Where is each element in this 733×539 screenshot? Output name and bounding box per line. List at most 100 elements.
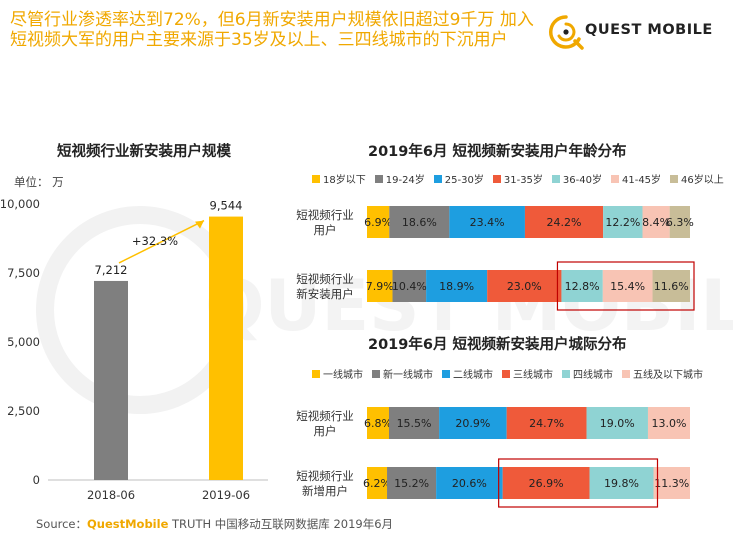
legend-item: 五线及以下城市 xyxy=(622,366,703,381)
legend-swatch xyxy=(312,174,320,183)
legend-swatch xyxy=(562,369,570,378)
segment-25-30岁 xyxy=(449,206,525,238)
left-chart-title: 短视频行业新安装用户规模 xyxy=(57,144,231,160)
bar-2018-06 xyxy=(94,280,128,480)
segment-18岁以下 xyxy=(367,206,390,238)
category-label: 新增用户 xyxy=(302,484,348,498)
source-note: Source：QuestMobile TRUTH 中国移动互联网数据库 2019… xyxy=(36,516,393,532)
legend-item: 31-35岁 xyxy=(492,171,543,186)
legend-swatch xyxy=(492,174,501,183)
city-chart-title: 2019年6月 短视频新安装用户城际分布 xyxy=(368,337,627,353)
growth-arrow-head-icon xyxy=(195,220,204,229)
segment-19-24岁 xyxy=(389,206,450,238)
source-brand: QuestMobile xyxy=(87,517,169,531)
legend-label: 四线城市 xyxy=(573,370,613,381)
segment-value-label: 24.7% xyxy=(529,417,564,430)
segment-value-label: 23.4% xyxy=(470,216,505,229)
bar-value-label: 7,212 xyxy=(95,263,128,277)
legend-swatch xyxy=(502,369,510,378)
legend-label: 19-24岁 xyxy=(385,175,425,186)
segment-value-label: 18.9% xyxy=(439,280,474,293)
legend-swatch xyxy=(442,369,450,378)
legend-label: 46岁以上 xyxy=(681,175,724,186)
growth-arrow xyxy=(118,219,205,264)
legend-label: 25-30岁 xyxy=(444,175,484,186)
segment-三线城市 xyxy=(506,407,587,439)
segment-二线城市 xyxy=(439,407,507,439)
questmobile-logo-icon xyxy=(549,15,584,50)
legend-item: 46岁以上 xyxy=(670,171,724,186)
highlight-box xyxy=(556,261,695,311)
bar-value-label: 9,544 xyxy=(210,199,243,213)
legend-label: 新一线城市 xyxy=(383,370,433,381)
legend-swatch xyxy=(670,174,679,183)
category-label: 新安装用户 xyxy=(296,287,354,301)
segment-value-label: 6.9% xyxy=(364,216,392,229)
legend-swatch xyxy=(433,174,442,183)
left-chart: 0 2,500 5,000 7,500 10,000 7,212 2018-06 9,544 2… xyxy=(0,197,268,502)
segment-18岁以下 xyxy=(367,270,393,302)
age-chart-title: 2019年6月 短视频新安装用户年龄分布 xyxy=(368,144,627,160)
bar-2019-06 xyxy=(209,216,243,480)
segment-value-label: 8.4% xyxy=(642,216,670,229)
segment-value-label: 11.3% xyxy=(654,477,689,490)
segment-value-label: 13.0% xyxy=(652,417,687,430)
segment-value-label: 20.9% xyxy=(455,417,490,430)
category-label: 短视频行业 xyxy=(296,409,354,423)
legend-label: 五线及以下城市 xyxy=(633,370,703,381)
segment-46岁以上 xyxy=(652,270,690,302)
segment-value-label: 20.6% xyxy=(452,477,487,490)
legend-item: 一线城市 xyxy=(312,366,363,381)
category-label: 短视频行业 xyxy=(296,469,354,483)
legend-item: 18岁以下 xyxy=(312,171,366,186)
legend-label: 二线城市 xyxy=(453,370,493,381)
segment-value-label: 19.8% xyxy=(604,477,639,490)
segment-value-label: 7.9% xyxy=(366,280,394,293)
segment-46岁以上 xyxy=(669,206,690,238)
legend-item: 19-24岁 xyxy=(374,171,425,186)
y-tick-label: 5,000 xyxy=(7,335,40,349)
segment-value-label: 15.4% xyxy=(610,280,645,293)
legend-swatch xyxy=(551,174,560,183)
growth-annotation: +32.3% xyxy=(132,234,178,248)
segment-25-30岁 xyxy=(426,270,488,302)
headline: 尽管行业渗透率达到72%，但6月新安装用户规模依旧超过9千万 加入短视频大军的用… xyxy=(10,10,534,50)
legend-item: 三线城市 xyxy=(502,366,553,381)
segment-四线城市 xyxy=(586,407,648,439)
category-label: 用户 xyxy=(314,223,337,237)
category-label: 短视频行业 xyxy=(296,272,354,286)
category-label: 用户 xyxy=(314,424,337,438)
y-tick-label: 7,500 xyxy=(7,266,40,280)
legend-swatch xyxy=(374,174,383,183)
unit-label: 单位： 万 xyxy=(14,175,64,189)
segment-value-label: 10.4% xyxy=(392,280,427,293)
segment-value-label: 18.6% xyxy=(402,216,437,229)
segment-36-40岁 xyxy=(603,206,643,238)
segment-value-label: 12.2% xyxy=(605,216,640,229)
segment-41-45岁 xyxy=(642,206,670,238)
segment-value-label: 11.6% xyxy=(654,280,689,293)
segment-五线及以下城市 xyxy=(647,407,690,439)
legend-label: 41-45岁 xyxy=(621,175,662,186)
segment-value-label: 26.9% xyxy=(529,477,564,490)
segment-value-label: 6.8% xyxy=(364,417,392,430)
segment-value-label: 23.0% xyxy=(507,280,542,293)
category-label: 短视频行业 xyxy=(296,208,354,222)
segment-value-label: 19.0% xyxy=(600,417,635,430)
segment-31-35岁 xyxy=(524,206,604,238)
x-tick-label: 2018-06 xyxy=(87,488,135,502)
legend-label: 一线城市 xyxy=(323,370,363,381)
segment-新一线城市 xyxy=(388,407,440,439)
city-legend: 一线城市 新一线城市 二线城市 三线城市 四线城市 五线及以下城市 xyxy=(312,366,712,381)
highlight-box xyxy=(498,458,659,508)
legend-swatch xyxy=(372,369,380,378)
legend-label: 18岁以下 xyxy=(323,175,366,186)
y-tick-label: 2,500 xyxy=(7,404,40,418)
source-label: Source： xyxy=(36,517,87,531)
legend-label: 36-40岁 xyxy=(562,175,602,186)
legend-item: 二线城市 xyxy=(442,366,493,381)
segment-四线城市 xyxy=(589,467,654,499)
legend-item: 36-40岁 xyxy=(551,171,602,186)
